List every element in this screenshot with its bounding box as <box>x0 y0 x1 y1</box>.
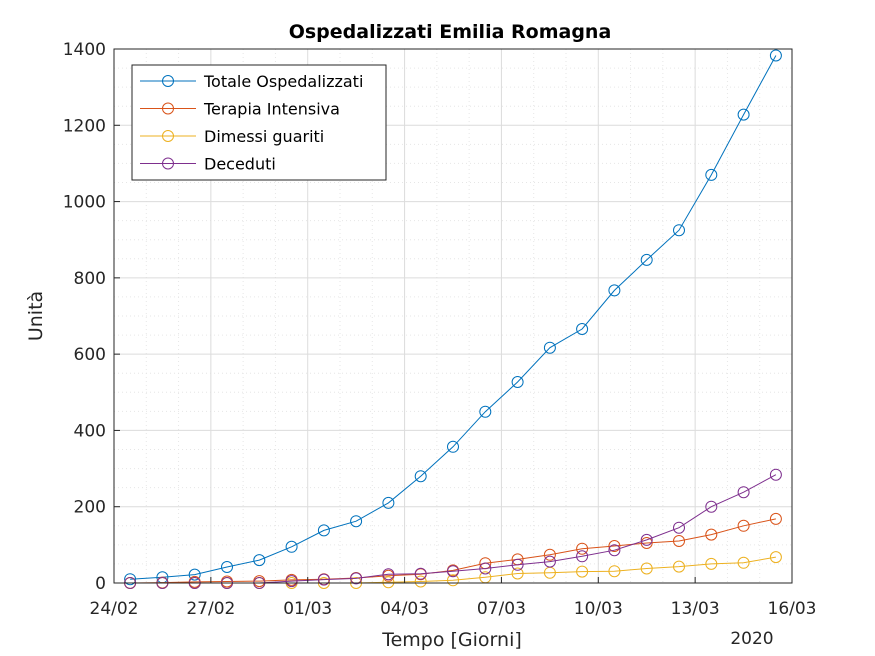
data-point <box>737 108 750 121</box>
x-tick-label: 24/02 <box>90 599 139 619</box>
data-point <box>479 405 492 418</box>
legend-marker <box>162 102 174 115</box>
y-tick-label: 1000 <box>63 193 106 213</box>
y-tick-label: 400 <box>74 421 106 441</box>
data-point <box>124 573 137 586</box>
y-tick-label: 1400 <box>63 40 106 60</box>
legend-marker <box>162 75 174 87</box>
y-tick-labels: 0 200 400 600 800 1000 1200 1400 <box>63 40 106 594</box>
data-point <box>188 568 201 581</box>
data-point <box>640 533 653 546</box>
x-tick-labels: 24/02 27/02 01/03 04/03 07/03 10/03 13/03 16/03 <box>90 599 817 619</box>
series-line <box>130 518 777 584</box>
data-point <box>640 562 653 575</box>
series-line <box>130 55 777 580</box>
legend-marker <box>162 130 174 142</box>
y-tick-label: 600 <box>74 345 106 365</box>
data-point <box>447 440 459 453</box>
data-point <box>382 576 395 589</box>
data-point <box>511 376 524 388</box>
data-point <box>253 554 266 567</box>
data-point <box>350 572 363 585</box>
data-point <box>317 524 330 537</box>
data-point <box>608 565 621 578</box>
data-point <box>769 49 782 62</box>
y-axis-label: Unità <box>25 291 47 341</box>
x-tick-label: 07/03 <box>477 599 526 619</box>
data-point <box>447 574 459 587</box>
x-axis-label: Tempo [Giorni] <box>381 629 522 651</box>
data-point <box>414 575 427 588</box>
data-point <box>285 575 298 588</box>
y-tick-label: 800 <box>74 269 106 289</box>
data-point <box>447 565 459 578</box>
data-point <box>543 548 556 561</box>
data-point <box>221 561 233 573</box>
data-point <box>640 253 653 266</box>
data-point <box>769 551 782 564</box>
data-point <box>414 567 427 580</box>
legend-marker <box>162 157 174 170</box>
data-point <box>705 528 718 541</box>
data-point <box>576 542 589 555</box>
data-point <box>382 496 395 509</box>
data-point <box>608 284 621 297</box>
year-label: 2020 <box>730 629 773 649</box>
data-point <box>673 560 685 573</box>
data-point <box>576 565 589 578</box>
data-point <box>673 224 685 237</box>
y-tick-label: 1200 <box>63 116 106 136</box>
data-point <box>576 550 589 563</box>
x-tick-label: 27/02 <box>186 599 235 619</box>
data-point <box>769 512 782 525</box>
data-point <box>414 470 427 483</box>
data-point <box>511 567 524 580</box>
legend-label: Totale Ospedalizzati <box>203 72 363 91</box>
data-point <box>673 535 685 547</box>
data-point <box>350 515 363 528</box>
x-tick-label: 16/03 <box>768 599 817 619</box>
axes-box <box>113 48 793 584</box>
legend-label: Terapia Intensiva <box>203 100 340 119</box>
axis-ticks <box>113 48 793 584</box>
legend: Totale Ospedalizzati Terapia Intensiva Dim… <box>131 64 387 181</box>
legend-label: Dimessi guariti <box>204 127 324 146</box>
legend-box <box>131 64 387 181</box>
data-point <box>705 168 718 181</box>
data-point <box>543 555 556 568</box>
data-point <box>608 544 621 557</box>
data-point <box>737 486 750 499</box>
data-point <box>285 540 298 553</box>
chart-title: Ospedalizzati Emilia Romagna <box>289 21 612 43</box>
x-tick-label: 04/03 <box>380 599 429 619</box>
data-point <box>479 562 492 575</box>
data-point <box>705 557 718 570</box>
y-tick-label: 0 <box>95 574 106 594</box>
data-point <box>382 568 395 581</box>
series-layer <box>124 49 782 589</box>
x-tick-label: 01/03 <box>283 599 332 619</box>
x-tick-label: 10/03 <box>574 599 623 619</box>
data-point <box>511 558 524 571</box>
y-tick-label: 200 <box>74 498 106 518</box>
data-point <box>317 573 330 586</box>
data-point <box>673 521 685 534</box>
data-point <box>543 341 556 354</box>
data-point <box>737 519 750 532</box>
legend-label: Deceduti <box>204 155 276 174</box>
data-point <box>640 537 653 549</box>
data-point <box>737 556 750 569</box>
data-point <box>608 540 621 552</box>
data-point <box>576 323 589 335</box>
x-tick-label: 13/03 <box>671 599 720 619</box>
data-point <box>705 500 718 513</box>
data-point <box>769 468 782 481</box>
